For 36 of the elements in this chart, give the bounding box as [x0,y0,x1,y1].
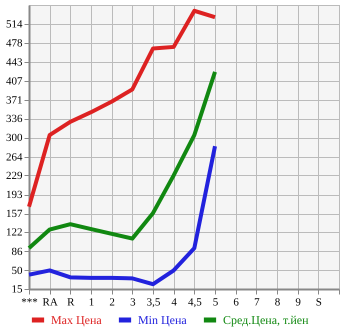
y-tick-label: 122 [6,226,22,239]
legend-label: Сред.Цена, т.йен [223,313,310,327]
x-tick-label: 8 [274,296,281,308]
x-tick-label: 1 [88,296,94,308]
x-tick-label: 4 [171,296,178,308]
x-tick-label: *** [21,296,38,308]
y-tick-label: 300 [6,132,23,144]
x-tick-label: 4,5 [188,296,202,308]
y-tick-label: 229 [6,170,23,182]
x-tick-label: RA [42,296,58,308]
x-tick-label: R [67,296,76,308]
x-tick-label: 2 [109,296,115,308]
y-tick-label: 193 [6,189,23,202]
y-tick-label: 157 [6,208,23,220]
y-tick-label: 50 [12,264,23,277]
y-tick-label: 336 [6,113,23,126]
y-tick-label: 443 [6,56,23,68]
x-tick-label: 3,5 [146,296,161,308]
x-tick-label: S [316,296,322,308]
x-tick-label: 6 [233,296,240,308]
x-tick-label: 9 [295,296,302,308]
y-tick-label: 478 [6,38,23,50]
line-series [27,144,217,286]
y-tick-label: 514 [6,18,23,31]
y-tick-label: 86 [12,246,23,258]
y-tick-label: 371 [6,94,22,107]
legend-label: Max Цена [51,313,102,327]
x-tick-label: 3 [130,296,136,308]
y-tick-label: 15 [12,284,23,296]
legend-label: Min Цена [138,313,188,327]
line-series [27,70,217,250]
x-tick-label: 7 [254,296,260,308]
y-tick-label: 264 [6,151,23,164]
y-tick-label: 407 [6,75,23,88]
line-series [27,8,217,209]
x-tick-label: 5 [212,296,219,308]
